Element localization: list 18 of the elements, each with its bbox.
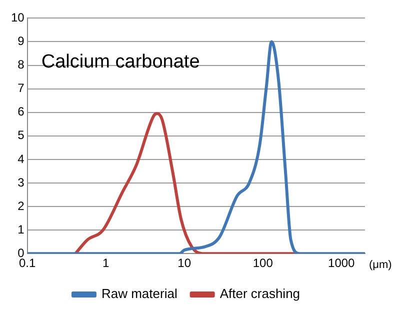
y-tick-label: 1: [18, 222, 25, 236]
x-tick-label: 1000: [328, 256, 356, 270]
y-tick-label: 2: [18, 198, 25, 213]
legend-label: Raw material: [101, 286, 178, 302]
y-tick-label: 8: [18, 58, 25, 72]
x-tick-label: 1: [102, 256, 110, 270]
y-tick-label: 4: [18, 152, 25, 166]
y-tick-label: 5: [18, 128, 25, 142]
y-tick-label: 6: [18, 104, 25, 119]
x-axis-title: (μm): [369, 259, 392, 272]
annotation: Calcium carbonate: [41, 51, 200, 72]
y-tick-label: 9: [18, 34, 25, 48]
x-tick-label: 100: [252, 256, 274, 270]
x-tick-label: 10: [178, 256, 192, 270]
y-tick-label: 7: [18, 81, 25, 96]
y-tick-label: 3: [18, 175, 25, 190]
y-tick-label: 10: [10, 10, 25, 25]
legend-label: After crashing: [220, 286, 300, 302]
